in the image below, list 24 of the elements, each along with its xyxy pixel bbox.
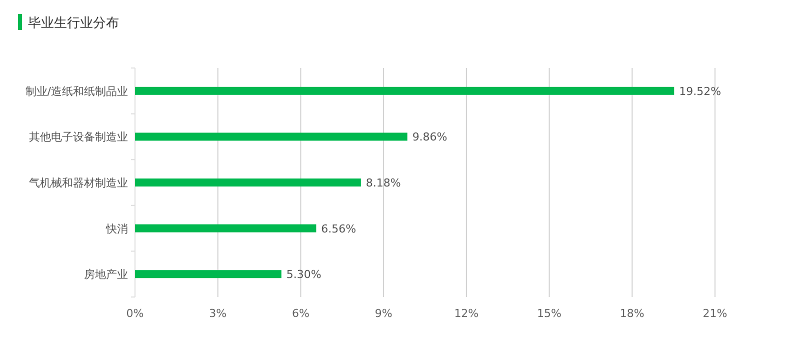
- y-tick-label: 房地产业: [84, 268, 128, 282]
- x-tick-label: 21%: [702, 307, 728, 320]
- data-label: 8.18%: [366, 176, 401, 190]
- y-tick-label: 气机械和器材制造业: [29, 176, 128, 190]
- x-tick-label: 6%: [292, 307, 310, 320]
- bar: [135, 178, 361, 186]
- bar: [135, 270, 282, 278]
- bar: [135, 86, 674, 95]
- x-tick-label: 15%: [537, 307, 562, 320]
- data-label: 5.30%: [286, 268, 322, 282]
- x-tick-label: 18%: [620, 307, 644, 320]
- y-tick-label: 快消: [105, 222, 128, 236]
- data-label: 6.56%: [321, 222, 356, 236]
- data-label: 9.86%: [412, 130, 448, 144]
- data-label: 19.52%: [679, 84, 722, 98]
- x-tick-label: 9%: [374, 307, 392, 320]
- x-tick-label: 0%: [126, 307, 144, 320]
- y-tick-label: 其他电子设备制造业: [29, 130, 128, 144]
- x-tick-label: 12%: [454, 307, 479, 320]
- y-tick-label: 制业/造纸和纸制品业: [25, 84, 128, 98]
- bar: [135, 224, 316, 232]
- chart-title: 毕业生行业分布: [28, 16, 119, 31]
- bar: [135, 132, 408, 141]
- x-tick-label: 3%: [209, 307, 227, 320]
